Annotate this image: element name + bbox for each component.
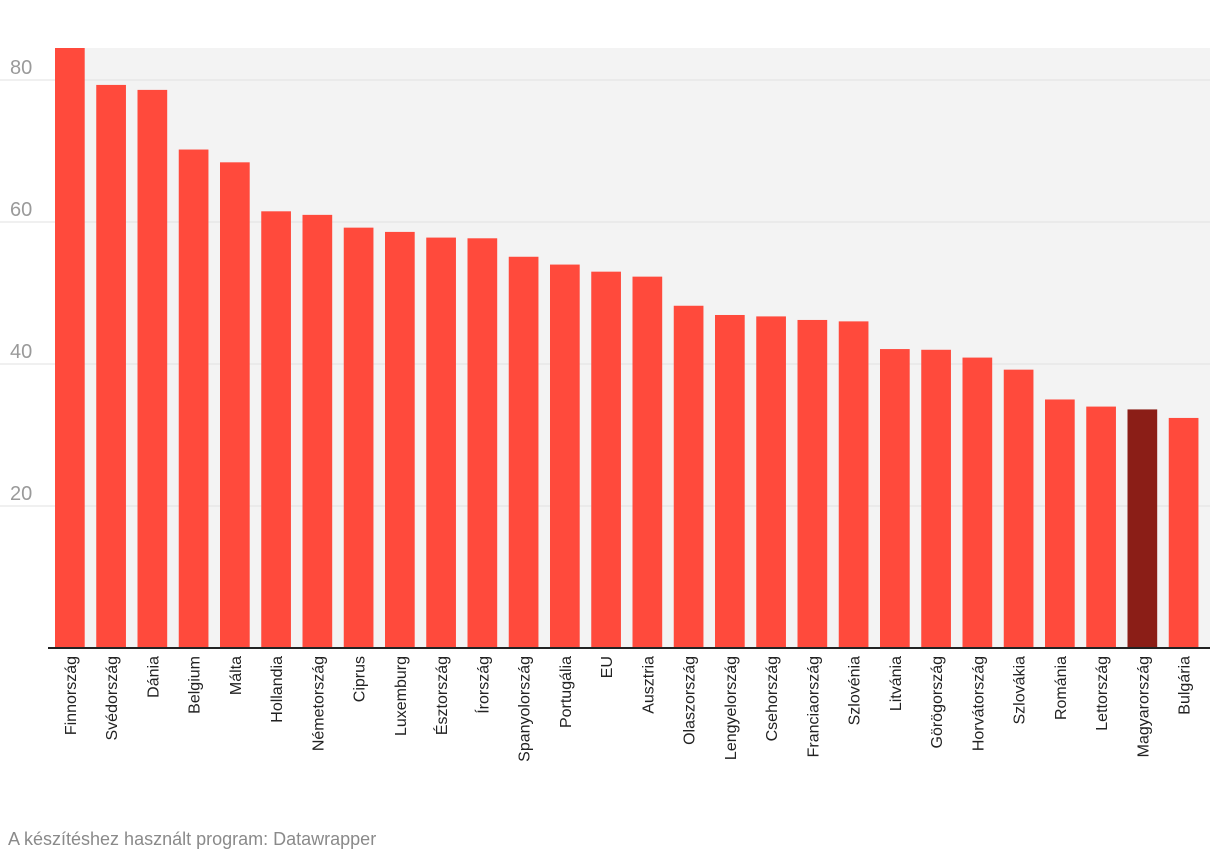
y-tick-label: 40 (10, 341, 32, 363)
bar (1086, 406, 1116, 648)
category-label: Belgium (187, 656, 204, 714)
category-label: Németország (310, 656, 327, 751)
category-label: Finnország (63, 656, 80, 735)
category-label: Magyarország (1135, 656, 1152, 757)
bar (220, 162, 250, 648)
category-label: Csehország (764, 656, 781, 741)
bar (1127, 409, 1158, 648)
category-label: Szlovénia (847, 656, 864, 725)
category-label: Lengyelország (723, 656, 740, 760)
category-label: Bulgária (1177, 656, 1194, 715)
bar (962, 357, 993, 648)
category-label: Luxemburg (393, 656, 410, 736)
y-tick-label: 20 (10, 483, 32, 505)
category-label: Hollandia (269, 656, 286, 723)
bar (467, 238, 498, 649)
bar (880, 349, 910, 648)
bar (426, 237, 456, 648)
bar (591, 271, 621, 648)
category-label: Görögország (929, 656, 946, 749)
bar (1168, 417, 1199, 648)
bar (96, 84, 126, 648)
category-labels: Finnország Svédország Dánia Belgium Málta Hol… (63, 656, 1194, 762)
bar (632, 276, 663, 648)
category-label: Málta (228, 656, 245, 695)
category-label: Észtország (432, 656, 451, 735)
category-label: Horvátország (970, 656, 987, 751)
bar (178, 149, 209, 649)
bar (343, 227, 374, 649)
bar (261, 211, 291, 649)
category-label: Olaszország (682, 656, 699, 745)
bar-chart: 20 40 60 80 Finnország Svédország Dánia Belgiu… (0, 48, 1210, 762)
bar (797, 319, 828, 648)
bar (508, 256, 539, 648)
category-label: Lettország (1094, 656, 1111, 731)
y-axis-ticks: 20 40 60 80 (10, 57, 32, 505)
bar (673, 305, 704, 648)
bar (756, 316, 786, 648)
bar (921, 349, 951, 648)
category-label: Ciprus (352, 656, 369, 702)
category-label: Franciaország (805, 656, 822, 757)
bar (550, 264, 580, 648)
category-label: Írország (473, 656, 492, 714)
category-label: Svédország (104, 656, 121, 741)
bar (838, 321, 869, 648)
category-label: Ausztria (640, 656, 657, 714)
category-label: Szlovákia (1012, 656, 1029, 725)
bar (55, 48, 85, 648)
bar (1003, 369, 1034, 648)
y-tick-label: 60 (10, 199, 32, 221)
bar (137, 89, 168, 648)
bar (385, 231, 415, 648)
category-label: Spanyolország (517, 656, 534, 762)
category-label: Dánia (145, 656, 162, 698)
bar (1045, 399, 1075, 648)
bar (302, 214, 333, 649)
category-label: Portugália (558, 656, 575, 728)
footer-credit: A készítéshez használt program: Datawrap… (8, 829, 377, 849)
y-tick-label: 80 (10, 57, 32, 79)
chart-container: 20 40 60 80 Finnország Svédország Dánia Belgiu… (0, 48, 1210, 762)
category-label: Románia (1053, 656, 1070, 720)
category-label: Litvánia (888, 656, 905, 711)
bars (55, 48, 1199, 649)
category-label: EU (599, 656, 616, 678)
bar (715, 314, 745, 648)
